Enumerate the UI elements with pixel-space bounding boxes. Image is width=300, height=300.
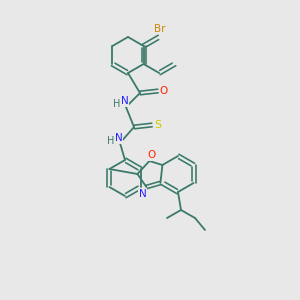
Text: O: O bbox=[160, 86, 168, 96]
Text: N: N bbox=[115, 133, 123, 143]
Text: H: H bbox=[113, 99, 121, 109]
Text: S: S bbox=[154, 120, 162, 130]
Text: O: O bbox=[147, 150, 155, 160]
Text: Br: Br bbox=[154, 24, 166, 34]
Text: N: N bbox=[121, 96, 129, 106]
Text: H: H bbox=[107, 136, 115, 146]
Text: N: N bbox=[139, 189, 146, 199]
